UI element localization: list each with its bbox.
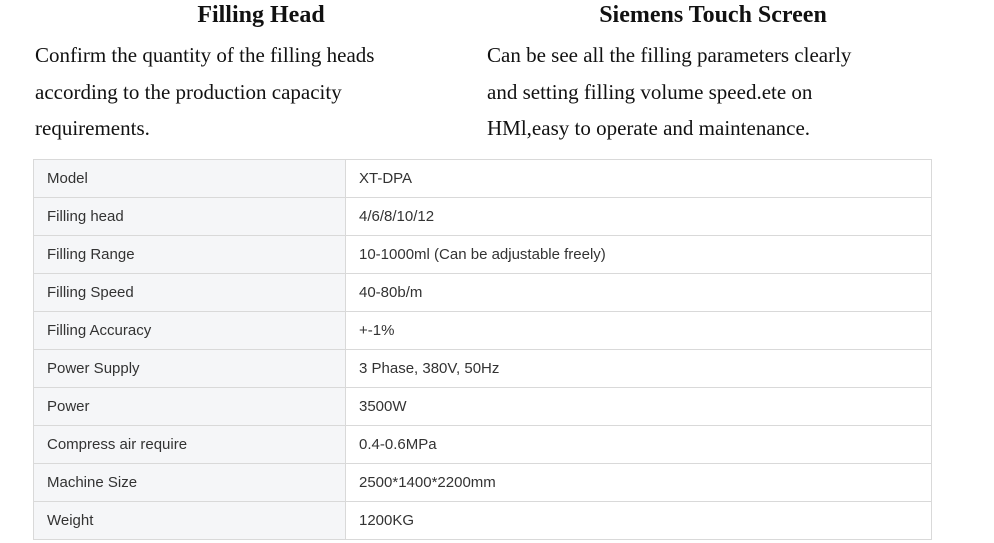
table-row: Filling Speed 40-80b/m [33,272,932,312]
spec-label: Compress air require [33,424,346,464]
table-row: Filling Range 10-1000ml (Can be adjustab… [33,234,932,274]
spec-label: Power [33,386,346,426]
feature-section: Filling Head Confirm the quantity of the… [0,0,994,147]
feature-filling-head: Filling Head Confirm the quantity of the… [35,0,487,147]
description-line: Can be see all the filling parameters cl… [487,43,852,67]
spec-table: Model XT-DPA Filling head 4/6/8/10/12 Fi… [33,158,932,540]
table-row: Weight 1200KG [33,500,932,540]
table-row: Power Supply 3 Phase, 380V, 50Hz [33,348,932,388]
spec-label: Filling Speed [33,272,346,312]
spec-label: Weight [33,500,346,540]
spec-label: Model [33,158,346,198]
spec-value: 10-1000ml (Can be adjustable freely) [345,234,932,274]
feature-title-touch-screen: Siemens Touch Screen [599,2,827,28]
table-row: Power 3500W [33,386,932,426]
table-row: Filling Accuracy +-1% [33,310,932,350]
spec-label: Filling Accuracy [33,310,346,350]
spec-value: XT-DPA [345,158,932,198]
feature-touch-screen: Siemens Touch Screen Can be see all the … [487,0,939,147]
table-row: Filling head 4/6/8/10/12 [33,196,932,236]
spec-value: 4/6/8/10/12 [345,196,932,236]
description-line: according to the production capacity [35,79,342,104]
spec-label: Filling head [33,196,346,236]
table-row: Model XT-DPA [33,158,932,198]
spec-label: Power Supply [33,348,346,388]
description-line: HMl,easy to operate and maintenance. [487,116,811,140]
description-line: Confirm the quantity of the filling head… [35,43,375,67]
spec-value: 3500W [345,386,932,426]
spec-value: 1200KG [345,500,932,540]
description-line: requirements. [35,116,150,140]
spec-value: +-1% [345,310,932,350]
spec-value: 2500*1400*2200mm [345,462,932,502]
table-row: Compress air require 0.4-0.6MPa [33,424,932,464]
spec-label: Filling Range [33,234,346,274]
spec-label: Machine Size [33,462,346,502]
spec-value: 40-80b/m [345,272,932,312]
spec-value: 0.4-0.6MPa [345,424,932,464]
table-row: Machine Size 2500*1400*2200mm [33,462,932,502]
description-line: and setting filling volume speed.ete on [487,79,813,104]
feature-description-filling-head: Confirm the quantity of the filling head… [35,37,487,147]
feature-title-filling-head: Filling Head [197,2,325,28]
feature-description-touch-screen: Can be see all the filling parameters cl… [487,37,939,147]
spec-value: 3 Phase, 380V, 50Hz [345,348,932,388]
